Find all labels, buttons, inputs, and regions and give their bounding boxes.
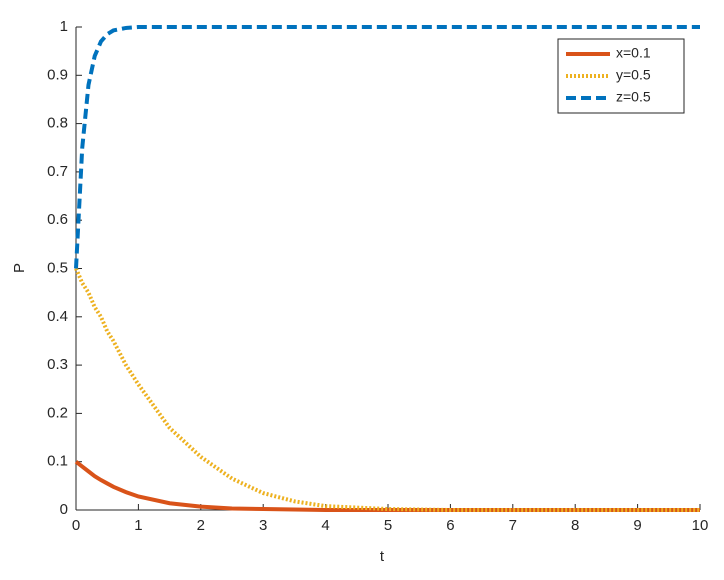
y-tick-label: 0 xyxy=(60,501,68,518)
x-tick-label: 0 xyxy=(72,517,80,534)
legend-label: x=0.1 xyxy=(616,45,651,61)
series-line xyxy=(74,267,700,512)
series-line xyxy=(74,25,700,269)
x-tick-label: 8 xyxy=(571,517,579,534)
legend-label: y=0.5 xyxy=(616,67,651,83)
series-line xyxy=(74,460,700,512)
x-tick-label: 3 xyxy=(259,517,267,534)
y-tick-label: 1 xyxy=(60,18,68,35)
x-tick-label: 5 xyxy=(384,517,392,534)
y-tick-label: 0.7 xyxy=(47,163,68,180)
legend-label: z=0.5 xyxy=(616,89,651,105)
x-tick-label: 4 xyxy=(321,517,329,534)
x-tick-label: 7 xyxy=(509,517,517,534)
y-tick-label: 0.3 xyxy=(47,356,68,373)
y-axis-label: P xyxy=(11,263,28,273)
x-tick-label: 9 xyxy=(633,517,641,534)
y-tick-label: 0.6 xyxy=(47,211,68,228)
y-tick-label: 0.1 xyxy=(47,453,68,470)
x-tick-label: 6 xyxy=(446,517,454,534)
x-tick-label: 10 xyxy=(692,517,709,534)
y-tick-label: 0.8 xyxy=(47,115,68,132)
x-tick-label: 2 xyxy=(197,517,205,534)
y-tick-label: 0.9 xyxy=(47,66,68,83)
x-axis-label: t xyxy=(380,548,385,565)
x-tick-label: 1 xyxy=(134,517,142,534)
y-tick-label: 0.4 xyxy=(47,308,68,325)
y-tick-label: 0.2 xyxy=(47,404,68,421)
y-tick-label: 0.5 xyxy=(47,259,68,276)
